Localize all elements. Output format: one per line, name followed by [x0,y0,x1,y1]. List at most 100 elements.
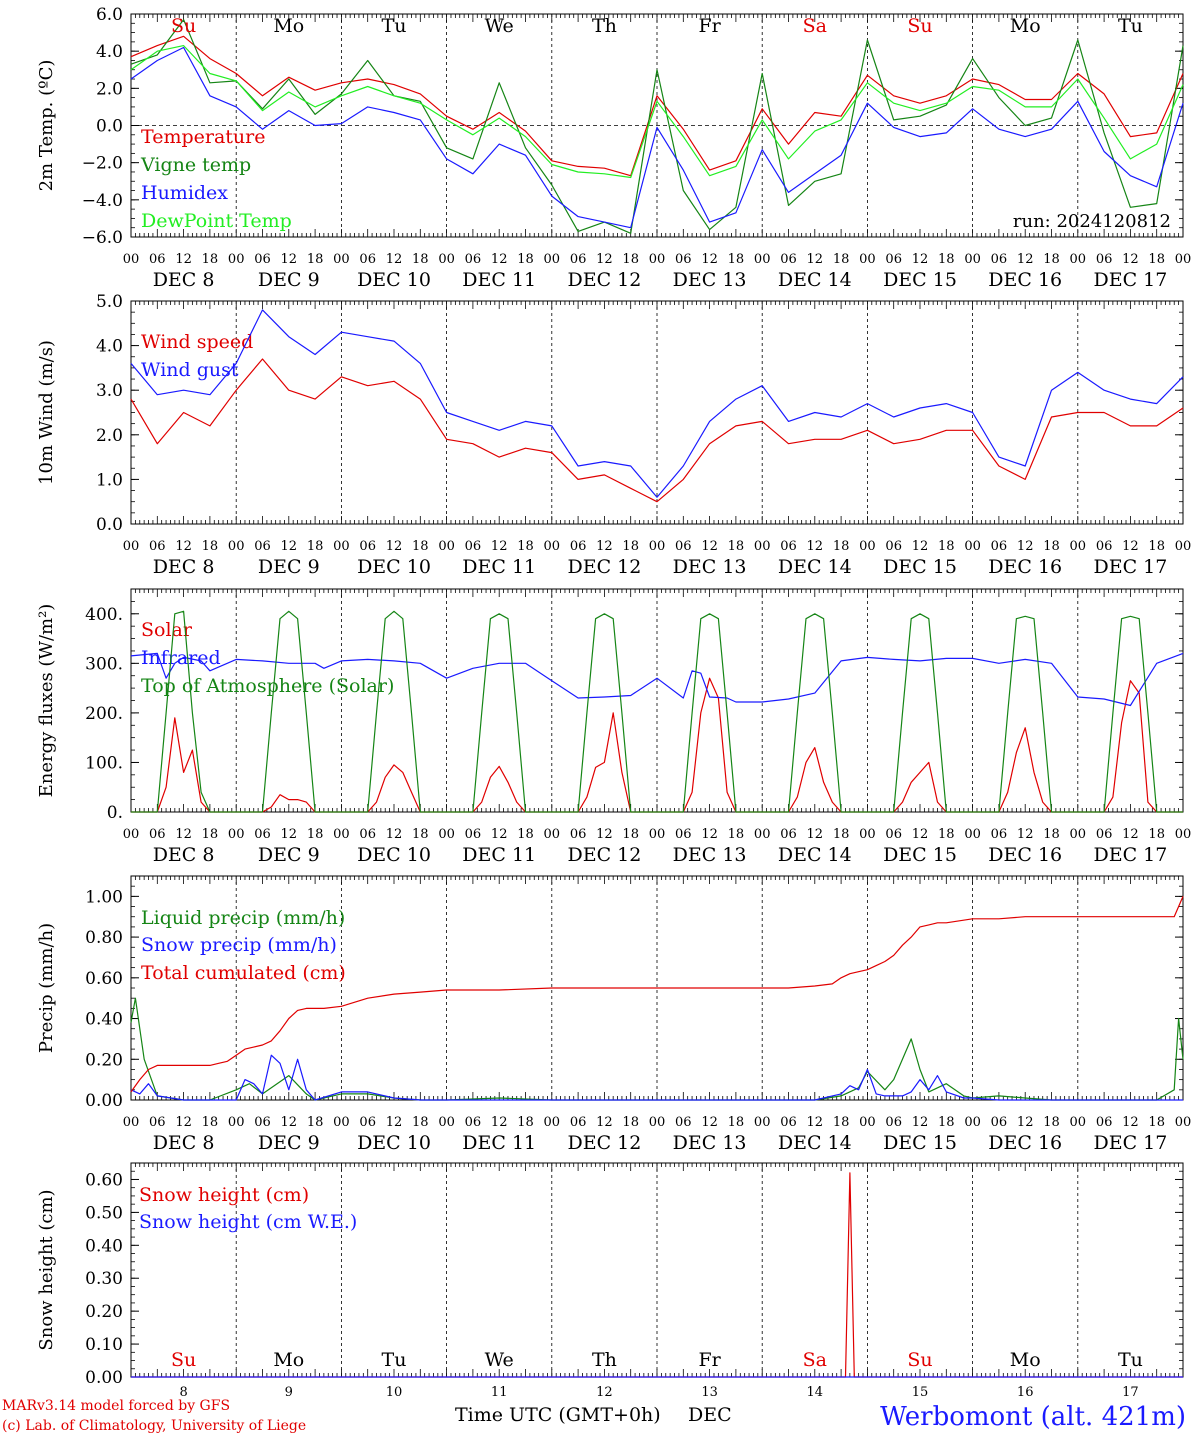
date-label: DEC 15 [883,1132,957,1154]
hour-tick-label: 18 [938,539,955,554]
hour-tick-label: 06 [465,539,482,554]
hour-tick-label: 00 [649,1115,666,1130]
hour-tick-label: 12 [1122,539,1139,554]
hour-tick-label: 00 [1070,252,1087,267]
hour-tick-label: 18 [412,252,429,267]
hour-tick-label: 18 [1043,827,1060,842]
hour-tick-label: 00 [859,252,876,267]
hour-tick-label: 18 [938,252,955,267]
hour-tick-label: 00 [544,1115,561,1130]
date-label: DEC 14 [778,269,852,291]
hour-tick-label: 00 [123,827,140,842]
hour-tick-label: 00 [859,539,876,554]
series-line-liquid-precip-mm-h- [130,997,1184,1101]
hour-tick-label: 18 [412,1115,429,1130]
hour-tick-label: 00 [333,252,350,267]
hour-tick-label: 00 [649,827,666,842]
hour-tick-label: 06 [359,252,376,267]
hour-tick-label: 00 [649,539,666,554]
hour-tick-label: 06 [254,827,271,842]
hour-tick-label: 00 [754,539,771,554]
panel-2: 5.0 4.0 3.0 2.0 1.0 0.0 10m Wind (m/s) Wind spe… [36,292,1191,578]
hour-tick-label: 00 [754,827,771,842]
hour-tick-label: 12 [807,1115,824,1130]
hour-tick-label: 06 [885,252,902,267]
weekday-label: Mo [273,1349,304,1371]
y-tick-label: 6.0 [96,5,123,25]
hour-tick-label: 06 [675,1115,692,1130]
y-axis-label: Precip (mm/h) [36,923,57,1053]
hour-tick-label: 12 [807,252,824,267]
hour-tick-label: 18 [833,1115,850,1130]
legend-entry: Wind gust [141,359,239,381]
hour-tick-label: 18 [1148,252,1165,267]
legend-entry: Temperature [141,126,265,148]
hour-tick-label: 12 [175,827,192,842]
y-tick-label: 1.0 [96,470,123,490]
hour-tick-label: 12 [1017,1115,1034,1130]
hour-tick-label: 00 [754,1115,771,1130]
hour-tick-label: 18 [728,252,745,267]
day-number-label: 9 [285,1385,293,1400]
hour-tick-label: 12 [1122,1115,1139,1130]
hour-tick-label: 18 [622,539,639,554]
legend-entry: Solar [141,619,193,641]
hour-tick-label: 18 [307,539,324,554]
weekday-label: Tu [1118,1349,1143,1371]
date-label: DEC 11 [462,1132,536,1154]
weekday-label: Th [592,1349,617,1371]
hour-tick-label: 12 [281,252,298,267]
run-label: run: 2024120812 [1013,211,1171,232]
date-label: DEC 13 [673,844,747,866]
hour-tick-label: 12 [175,1115,192,1130]
day-number-label: 14 [807,1385,824,1400]
weekday-label: We [485,15,514,37]
hour-tick-label: 12 [596,539,613,554]
hour-tick-label: 18 [517,1115,534,1130]
hour-tick-label: 06 [254,252,271,267]
hour-tick-label: 18 [517,252,534,267]
date-label: DEC 8 [153,844,215,866]
hour-tick-label: 06 [570,252,587,267]
date-label: DEC 13 [673,1132,747,1154]
y-tick-label: 0.60 [85,969,123,989]
model-label: MARv3.14 model forced by GFS [2,1398,231,1414]
date-label: DEC 15 [883,556,957,578]
hour-tick-label: 00 [438,539,455,554]
series-line-infrared [130,652,1184,707]
hour-tick-label: 00 [964,539,981,554]
series-line-dewpoint-temp [130,44,1184,179]
hour-tick-label: 00 [438,827,455,842]
hour-tick-label: 18 [307,1115,324,1130]
hour-tick-label: 06 [1096,539,1113,554]
date-label: DEC 11 [462,556,536,578]
date-label: DEC 10 [357,269,431,291]
date-label: DEC 9 [258,844,320,866]
y-tick-label: −2.0 [82,154,123,174]
hour-tick-label: 06 [465,1115,482,1130]
date-label: DEC 17 [1093,1132,1167,1154]
y-tick-label: 4.0 [96,337,123,357]
panel-1: 6.0 4.0 2.0 0.0 −2.0 −4.0 −6.0 2m Temp. (ºC) Tem… [36,5,1191,291]
hour-tick-label: 12 [912,539,929,554]
legend-entry: DewPoint Temp [141,210,292,232]
y-tick-label: 3.0 [96,381,123,401]
y-axis-label: Snow height (cm) [36,1189,57,1350]
weekday-label: Su [171,15,196,37]
legend-entry: Total cumulated (cm) [141,962,346,984]
hour-tick-label: 00 [544,252,561,267]
hour-tick-label: 06 [149,1115,166,1130]
y-tick-label: −4.0 [82,191,123,211]
hour-tick-label: 18 [1148,1115,1165,1130]
date-label: DEC 12 [567,556,641,578]
hour-tick-label: 18 [938,827,955,842]
legend-entry: Humidex [141,182,228,204]
hour-tick-label: 12 [701,539,718,554]
date-label: DEC 8 [153,556,215,578]
day-number-label: 12 [596,1385,613,1400]
y-tick-label: 300. [85,654,123,674]
y-axis-label: 10m Wind (m/s) [36,340,57,485]
date-label: DEC 17 [1093,269,1167,291]
hour-tick-label: 12 [596,1115,613,1130]
